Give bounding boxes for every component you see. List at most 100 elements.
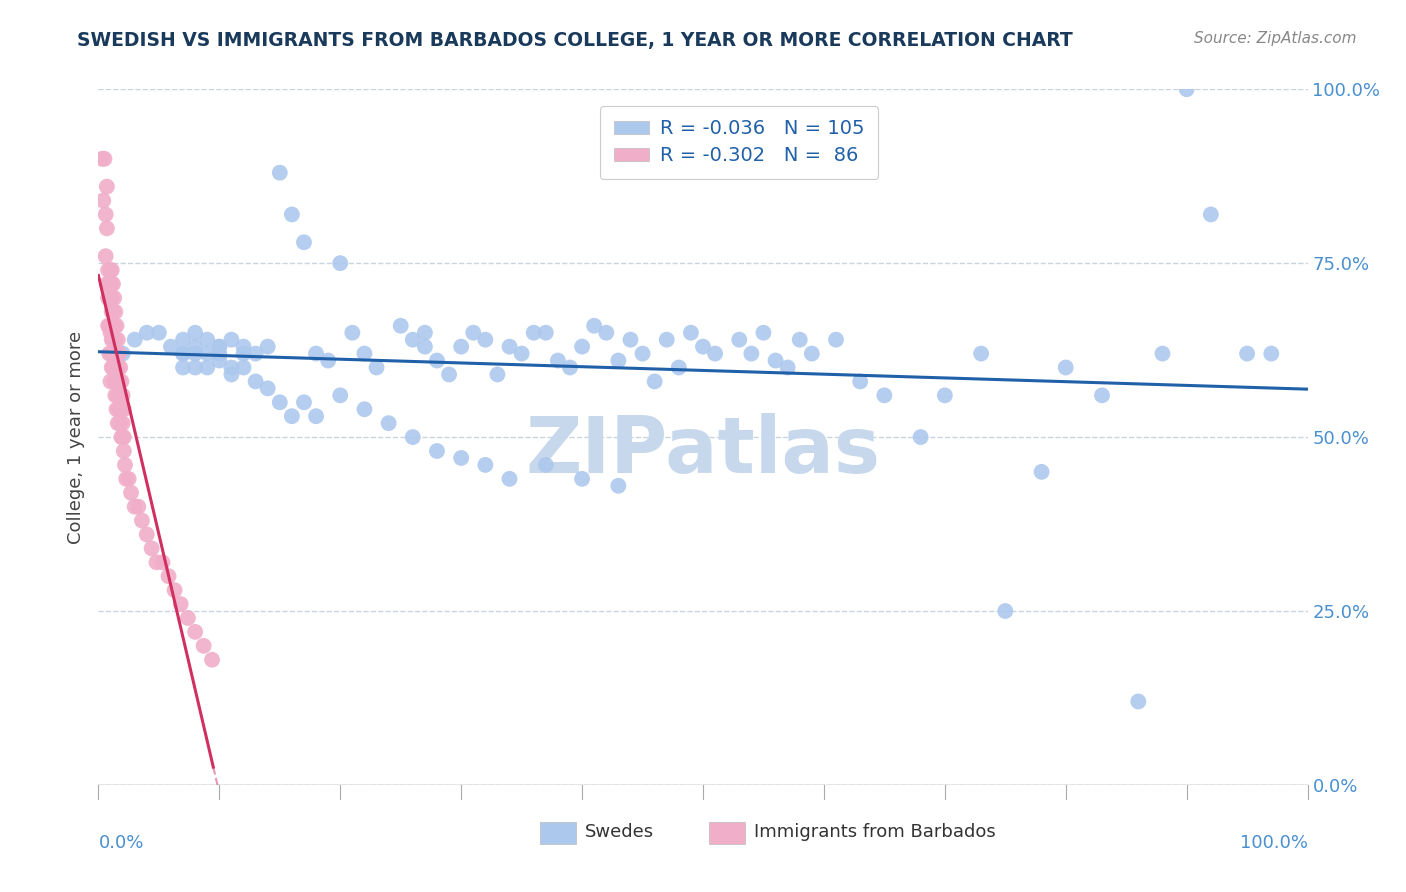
Point <box>172 346 194 360</box>
Point <box>994 604 1017 618</box>
Point <box>1199 207 1222 221</box>
Point <box>765 353 787 368</box>
Point <box>184 624 207 639</box>
Point <box>107 360 129 375</box>
Point <box>100 263 122 277</box>
Point <box>110 430 132 444</box>
Point <box>163 583 186 598</box>
Point <box>110 375 132 389</box>
Point <box>195 360 218 375</box>
Point <box>172 346 194 360</box>
Point <box>184 360 207 375</box>
Point <box>789 333 811 347</box>
Point <box>100 375 122 389</box>
Point <box>104 333 127 347</box>
Point <box>595 326 617 340</box>
Point <box>108 402 131 417</box>
Point <box>97 263 120 277</box>
Point <box>1175 82 1198 96</box>
Point <box>101 305 124 319</box>
Point <box>96 179 118 194</box>
Point <box>269 395 291 409</box>
Point <box>104 388 127 402</box>
Point <box>245 375 267 389</box>
Point <box>450 450 472 465</box>
Point <box>221 368 243 382</box>
Point <box>402 333 425 347</box>
Point <box>256 340 278 354</box>
Point <box>97 291 120 305</box>
Point <box>474 333 496 347</box>
Point <box>510 346 533 360</box>
Point <box>232 340 254 354</box>
Point <box>498 340 520 354</box>
Point <box>377 416 399 430</box>
Point <box>103 375 125 389</box>
Point <box>108 346 131 360</box>
Point <box>389 318 412 333</box>
Point <box>101 305 124 319</box>
Point <box>571 472 593 486</box>
Point <box>644 375 666 389</box>
Point <box>193 639 215 653</box>
Point <box>100 277 122 291</box>
Point <box>353 346 375 360</box>
Text: SWEDISH VS IMMIGRANTS FROM BARBADOS COLLEGE, 1 YEAR OR MORE CORRELATION CHART: SWEDISH VS IMMIGRANTS FROM BARBADOS COLL… <box>77 31 1073 50</box>
Point <box>498 472 520 486</box>
Point <box>523 326 546 340</box>
Point <box>195 346 218 360</box>
Point <box>232 360 254 375</box>
Point <box>108 375 131 389</box>
Point <box>96 221 118 235</box>
Point <box>110 402 132 417</box>
Point <box>776 360 799 375</box>
Point <box>145 555 167 569</box>
Point <box>1152 346 1174 360</box>
Text: Immigrants from Barbados: Immigrants from Barbados <box>754 823 995 841</box>
Point <box>100 291 122 305</box>
Point <box>91 152 114 166</box>
Point <box>631 346 654 360</box>
Point <box>103 318 125 333</box>
Point <box>221 333 243 347</box>
Point <box>100 346 122 360</box>
Point <box>486 368 509 382</box>
Point <box>752 326 775 340</box>
Point <box>970 346 993 360</box>
Point <box>111 416 134 430</box>
Point <box>105 346 128 360</box>
Point <box>98 346 121 360</box>
Y-axis label: College, 1 year or more: College, 1 year or more <box>66 331 84 543</box>
Point <box>94 249 117 263</box>
FancyBboxPatch shape <box>540 822 576 844</box>
Point <box>157 569 180 583</box>
Point <box>534 326 557 340</box>
Point <box>112 402 135 417</box>
Point <box>704 346 727 360</box>
Point <box>94 207 117 221</box>
Point <box>474 458 496 472</box>
Point <box>131 514 153 528</box>
Point <box>1128 694 1150 708</box>
Point <box>256 381 278 395</box>
Point <box>108 375 131 389</box>
Point <box>245 346 267 360</box>
Point <box>101 360 124 375</box>
Point <box>100 263 122 277</box>
Point <box>910 430 932 444</box>
Point <box>100 360 122 375</box>
Point <box>98 277 121 291</box>
Point <box>1054 360 1077 375</box>
Point <box>172 333 194 347</box>
Point <box>607 353 630 368</box>
Point <box>281 207 304 221</box>
Point <box>463 326 485 340</box>
Point <box>101 333 124 347</box>
Point <box>96 277 118 291</box>
Point <box>97 318 120 333</box>
Point <box>105 346 128 360</box>
Point <box>728 333 751 347</box>
Point <box>184 326 207 340</box>
Point <box>118 472 141 486</box>
Point <box>329 256 352 270</box>
